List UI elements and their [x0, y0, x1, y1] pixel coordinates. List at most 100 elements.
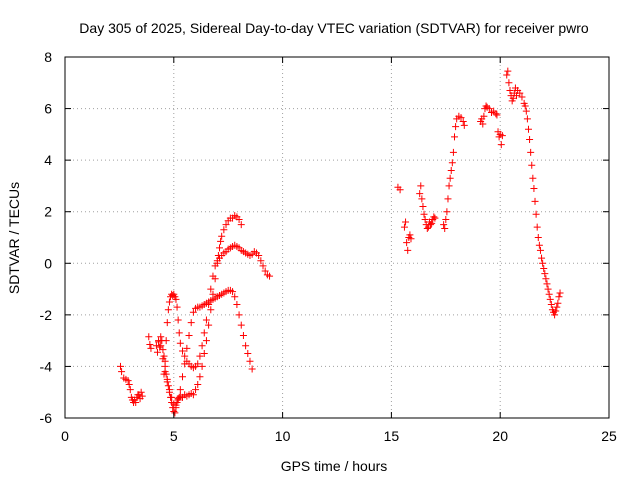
- data-point: [544, 285, 552, 293]
- x-tick-label: 25: [601, 428, 617, 444]
- data-point: [171, 409, 179, 417]
- data-point: [209, 272, 217, 280]
- data-point: [220, 226, 228, 234]
- data-point: [418, 195, 426, 203]
- data-point: [176, 386, 184, 394]
- data-point: [196, 352, 204, 360]
- data-point: [547, 301, 555, 309]
- data-point: [255, 252, 263, 260]
- data-point: [189, 308, 197, 316]
- data-point: [447, 166, 455, 174]
- data-point: [546, 295, 554, 303]
- data-point: [445, 182, 453, 190]
- y-tick-label: 2: [44, 204, 52, 220]
- x-axis-label: GPS time / hours: [281, 458, 388, 474]
- data-point: [244, 350, 252, 358]
- data-point: [162, 337, 170, 345]
- data-point: [198, 362, 206, 370]
- data-point: [430, 213, 438, 221]
- data-point: [497, 141, 505, 149]
- data-point: [207, 285, 215, 293]
- data-point: [187, 319, 195, 327]
- data-point: [185, 331, 193, 339]
- series-sat-b: [145, 212, 245, 417]
- axis-ticks: 0 5 10 15 20 25 -6 -4 -2 0 2 4 6 8: [40, 49, 617, 444]
- data-point: [211, 262, 219, 270]
- y-tick-label: 6: [44, 101, 52, 117]
- data-point: [222, 221, 230, 229]
- plot-frame: [64, 56, 610, 419]
- data-point: [480, 112, 488, 120]
- data-point: [164, 382, 172, 390]
- data-point: [168, 393, 176, 401]
- data-point: [406, 231, 414, 239]
- data-point: [518, 93, 526, 101]
- data-point: [183, 344, 191, 352]
- y-tick-label: -6: [40, 410, 53, 426]
- data-point: [543, 280, 551, 288]
- data-point: [237, 221, 245, 229]
- data-point: [174, 396, 182, 404]
- data-point: [443, 208, 451, 216]
- data-point: [163, 319, 171, 327]
- data-point: [179, 347, 187, 355]
- data-point: [205, 321, 213, 329]
- data-point: [441, 224, 449, 232]
- data-point: [451, 133, 459, 141]
- data-point: [540, 264, 548, 272]
- data-point: [534, 234, 542, 241]
- data-point: [118, 368, 126, 376]
- data-point: [242, 342, 250, 350]
- y-axis-label: SDTVAR / TECUs: [6, 182, 22, 294]
- series-sat-c: [160, 241, 274, 378]
- data-point: [257, 257, 265, 265]
- y-tick-label: 8: [44, 49, 52, 65]
- data-point: [420, 210, 428, 218]
- data-point: [446, 174, 454, 182]
- data-point: [523, 115, 531, 123]
- data-point: [172, 295, 180, 303]
- data-point: [155, 337, 163, 345]
- data-point: [147, 344, 155, 352]
- data-point: [235, 215, 243, 223]
- data-point: [181, 360, 189, 368]
- data-point: [530, 185, 538, 193]
- data-point: [485, 105, 493, 113]
- series-sat-d: [155, 286, 256, 409]
- data-point: [552, 307, 560, 315]
- data-point: [407, 235, 415, 243]
- x-tick-label: 10: [275, 428, 291, 444]
- data-point: [554, 299, 562, 307]
- data-point: [175, 329, 183, 337]
- data-point: [536, 246, 544, 254]
- data-point: [218, 232, 226, 240]
- data-point: [194, 360, 202, 368]
- data-point: [431, 214, 439, 222]
- data-point: [146, 341, 154, 349]
- data-point: [239, 331, 247, 339]
- series-sat-f: [477, 67, 564, 319]
- data-point: [539, 259, 547, 267]
- data-point: [449, 148, 457, 156]
- data-point: [229, 288, 237, 296]
- data-point: [529, 174, 537, 182]
- data-point: [444, 195, 452, 203]
- data-point: [192, 386, 200, 394]
- data-point: [459, 117, 467, 125]
- data-point: [416, 190, 424, 198]
- data-point: [555, 293, 563, 301]
- grid-lines: [65, 57, 609, 418]
- data-point: [235, 311, 243, 319]
- data-point: [417, 182, 425, 190]
- data-point: [541, 270, 549, 278]
- data-point: [231, 293, 239, 301]
- data-point: [396, 186, 404, 194]
- data-point: [172, 401, 180, 409]
- data-point: [259, 262, 267, 270]
- y-tick-label: -2: [40, 307, 53, 323]
- data-point: [217, 237, 225, 245]
- data-point: [174, 316, 182, 324]
- data-point: [157, 342, 165, 350]
- data-point: [237, 321, 245, 329]
